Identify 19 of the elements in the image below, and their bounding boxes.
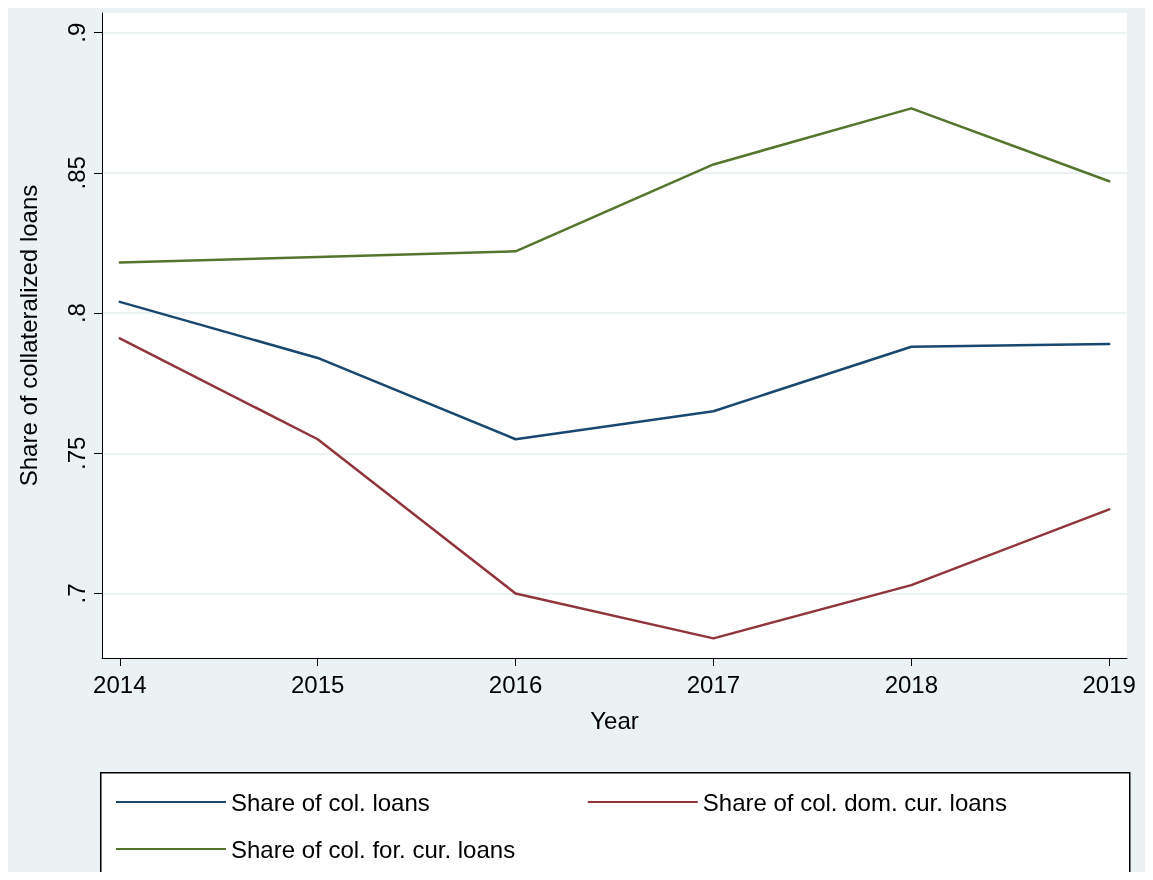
x-tick-label: 2016 xyxy=(488,670,543,698)
line-series xyxy=(118,337,1111,640)
x-tick-label: 2019 xyxy=(1082,670,1136,698)
line-series xyxy=(118,300,1111,441)
y-tick-label: .85 xyxy=(62,156,90,190)
y-tick-label: .75 xyxy=(62,436,90,470)
y-tick-label: .9 xyxy=(62,22,90,43)
y-tick-label: .7 xyxy=(62,583,90,604)
legend-label: Share of col. dom. cur. loans xyxy=(702,788,1007,816)
legend-label: Share of col. for. cur. loans xyxy=(231,835,516,863)
x-tick-label: 2014 xyxy=(93,670,147,698)
legend-label: Share of col. loans xyxy=(231,788,430,816)
x-tick-label: 2015 xyxy=(290,670,345,698)
y-tick-label: .8 xyxy=(62,303,90,324)
line-series xyxy=(118,107,1111,264)
y-axis-title: Share of collateralized loans xyxy=(14,184,42,487)
x-axis-title: Year xyxy=(590,706,639,734)
x-tick-label: 2018 xyxy=(884,670,939,698)
x-tick-label: 2017 xyxy=(686,670,741,698)
